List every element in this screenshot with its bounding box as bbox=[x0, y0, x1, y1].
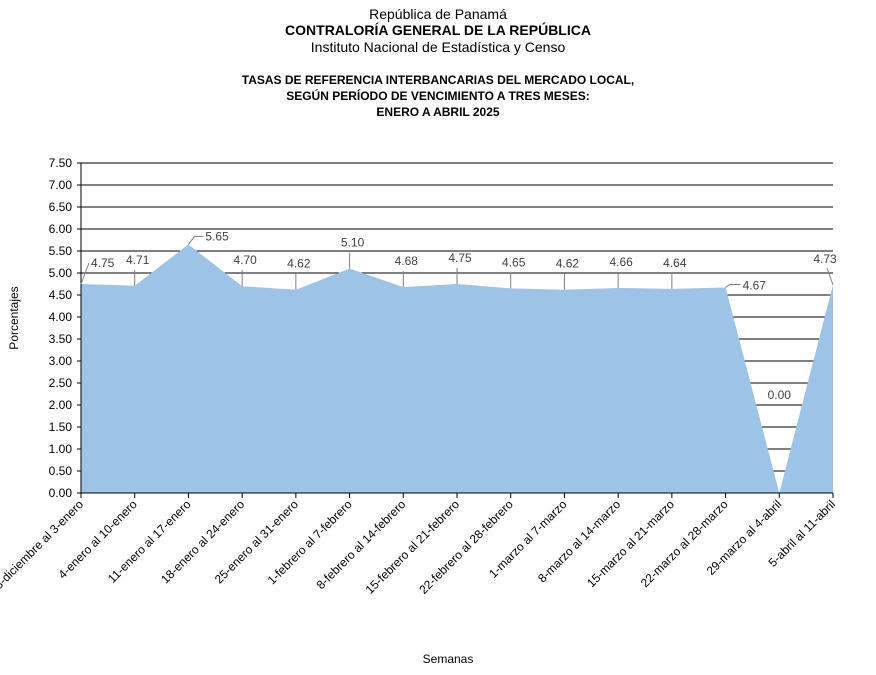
data-label: 4.62 bbox=[287, 257, 311, 271]
label-leader bbox=[188, 235, 204, 245]
y-tick-label: 0.00 bbox=[49, 486, 73, 500]
header-department: Instituto Nacional de Estadística y Cens… bbox=[310, 39, 566, 55]
y-tick-label: 1.50 bbox=[49, 420, 73, 434]
data-label: 0.00 bbox=[768, 388, 792, 402]
data-label: 4.75 bbox=[448, 251, 472, 265]
x-axis-label: Semanas bbox=[423, 652, 474, 666]
x-tick-label: 15-marzo al 21-marzo bbox=[584, 497, 677, 590]
data-labels: 4.75 4.71 5.65 4.70 4.62 5.10 4.68 4.75 4.65 4.62… bbox=[91, 229, 837, 402]
data-label: 4.66 bbox=[609, 255, 633, 269]
data-label: 4.73 bbox=[813, 252, 837, 266]
x-tick-label: 22-marzo al 28-marzo bbox=[638, 497, 731, 590]
data-label: 4.64 bbox=[663, 256, 687, 270]
chart-title-line-1: TASAS DE REFERENCIA INTERBANCARIAS DEL M… bbox=[241, 73, 635, 87]
chart-title-line-3: ENERO A ABRIL 2025 bbox=[376, 105, 500, 119]
header-country: República de Panamá bbox=[369, 6, 507, 22]
y-tick-label: 2.50 bbox=[49, 376, 73, 390]
y-tick-label: 1.00 bbox=[49, 442, 73, 456]
y-tick-label: 6.50 bbox=[49, 200, 73, 214]
data-label: 4.67 bbox=[743, 279, 767, 293]
y-tick-label: 0.50 bbox=[49, 464, 73, 478]
y-tick-label: 4.50 bbox=[49, 288, 73, 302]
series-area bbox=[81, 244, 833, 493]
y-tick-labels: 0.00 0.50 1.00 1.50 2.00 2.50 3.00 3.50 4.00 4.50… bbox=[49, 156, 73, 500]
data-label: 4.71 bbox=[126, 253, 150, 267]
label-leader bbox=[725, 284, 741, 288]
y-axis-label: Porcentajes bbox=[7, 286, 21, 349]
y-tick-label: 2.00 bbox=[49, 398, 73, 412]
y-tick-label: 5.50 bbox=[49, 244, 73, 258]
x-tick-label: 8-febrero al 14-febrero bbox=[314, 497, 409, 592]
label-leader-lines bbox=[80, 235, 834, 290]
y-tick-label: 7.50 bbox=[49, 156, 73, 170]
data-label: 4.70 bbox=[233, 253, 257, 267]
y-tick-label: 3.00 bbox=[49, 354, 73, 368]
data-label: 5.10 bbox=[341, 236, 365, 250]
x-tick-label: 28-diciembre al 3-enero bbox=[0, 497, 86, 597]
y-tick-label: 4.00 bbox=[49, 310, 73, 324]
data-label: 4.62 bbox=[556, 257, 580, 271]
x-tick-label: 22-febrero al 28-febrero bbox=[416, 497, 516, 597]
label-leader bbox=[826, 267, 834, 286]
y-tick-label: 6.00 bbox=[49, 222, 73, 236]
chart-title-line-2: SEGÚN PERÍODO DE VENCIMIENTO A TRES MESE… bbox=[286, 89, 590, 103]
header-institution: CONTRALORÍA GENERAL DE LA REPÚBLICA bbox=[285, 22, 591, 38]
y-tick-label: 3.50 bbox=[49, 332, 73, 346]
y-tick-label: 5.00 bbox=[49, 266, 73, 280]
data-label: 5.65 bbox=[205, 229, 229, 243]
data-label: 4.68 bbox=[395, 254, 419, 268]
data-label: 4.65 bbox=[502, 255, 526, 269]
y-tick-label: 7.00 bbox=[49, 178, 73, 192]
axes bbox=[77, 162, 834, 498]
label-leader bbox=[80, 262, 90, 285]
x-tick-label: 15-febrero al 21-febrero bbox=[363, 497, 463, 597]
data-label: 4.75 bbox=[91, 256, 115, 270]
